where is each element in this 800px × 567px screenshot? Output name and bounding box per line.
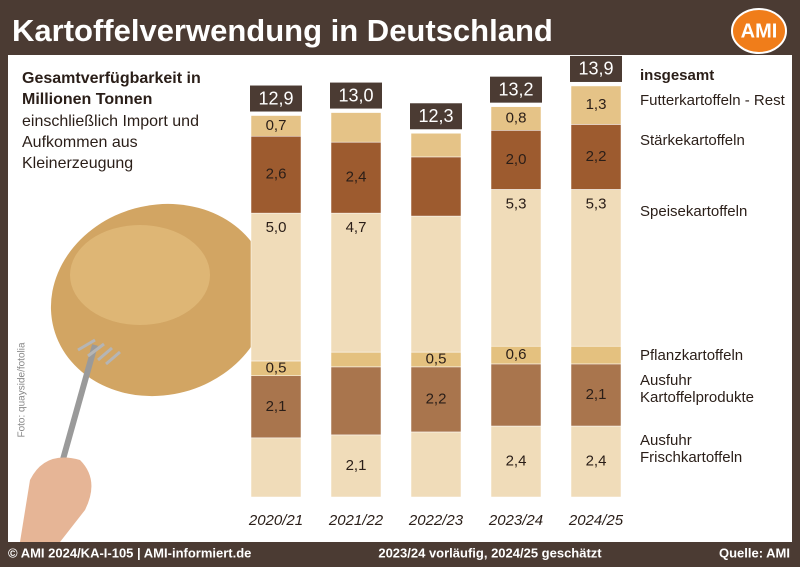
- x-tick-label: 2021/22: [328, 512, 384, 529]
- bar-segment: [250, 135, 302, 214]
- bar-segment: [250, 437, 302, 498]
- footer-right: Quelle: AMI: [719, 545, 790, 560]
- bar-segment: [330, 434, 382, 498]
- value-label: 2,6: [266, 166, 287, 183]
- value-label: 2,2: [426, 390, 447, 407]
- total-box: [250, 85, 302, 112]
- bar-segment: [410, 366, 462, 433]
- total-label: insgesamt: [640, 67, 714, 84]
- value-label: 0,6: [506, 346, 527, 363]
- value-label: 2,4: [346, 169, 367, 186]
- value-label: 0,7: [266, 117, 287, 134]
- bar-segment: [570, 363, 622, 427]
- x-tick-label: 2020/21: [248, 512, 303, 529]
- x-tick-label: 2024/25: [568, 512, 624, 529]
- legend-label: Ausfuhr Frischkartoffeln: [640, 432, 743, 466]
- photo-credit: Foto: quayside/fotolia: [17, 342, 28, 437]
- bar-segment: [410, 215, 462, 353]
- total-value: 12,3: [418, 106, 453, 126]
- footer-center: 2023/24 vorläufig, 2024/25 geschätzt: [378, 545, 602, 560]
- bar-segment: [330, 351, 382, 368]
- legend-label: Stärkekartoffeln: [640, 132, 745, 149]
- x-tick-label: 2023/24: [488, 512, 543, 529]
- bar-segment: [570, 189, 622, 347]
- bar-segment: [490, 425, 542, 498]
- bar-segment: [490, 363, 542, 427]
- subtitle-bold: Gesamtverfügbarkeit in Millionen Tonnen: [22, 70, 201, 108]
- value-label: 0,5: [266, 359, 287, 376]
- total-box: [410, 103, 462, 130]
- bar-segment: [250, 375, 302, 439]
- bar-segment: [250, 212, 302, 362]
- total-value: 13,0: [338, 85, 373, 105]
- value-label: 2,0: [506, 151, 527, 168]
- value-label: 1,3: [586, 96, 607, 113]
- value-label: 5,3: [506, 195, 527, 212]
- legend-label: Pflanzkartoffeln: [640, 347, 744, 364]
- value-label: 5,3: [586, 195, 607, 212]
- legend-label: Futterkartoffeln - Rest: [640, 92, 785, 109]
- footer-left: © AMI 2024/KA-I-105 | AMI-informiert.de: [8, 545, 251, 560]
- bar-segment: [410, 431, 462, 498]
- value-label: 5,0: [266, 219, 287, 236]
- total-value: 12,9: [258, 88, 293, 108]
- bar-segment: [570, 85, 622, 125]
- bar-segment: [410, 156, 462, 217]
- legend-label: Speisekartoffeln: [640, 203, 748, 220]
- value-label: 2,1: [346, 457, 367, 474]
- bar-segment: [330, 212, 382, 353]
- logo-circle: [731, 8, 787, 54]
- x-tick-label: 2022/23: [408, 512, 464, 529]
- legend-label: Ausfuhr Kartoffelprodukte: [640, 372, 754, 406]
- bar-segment: [250, 115, 302, 137]
- value-label: 2,4: [586, 452, 607, 469]
- value-label: 0,8: [506, 109, 527, 126]
- value-label: 2,1: [586, 386, 607, 403]
- bar-segment: [410, 133, 462, 158]
- potato-photo: [20, 203, 270, 542]
- value-label: 2,4: [506, 452, 527, 469]
- subtitle: einschließlich Import und Aufkommen aus …: [22, 113, 199, 172]
- bar-segment: [490, 189, 542, 347]
- value-label: 0,5: [426, 350, 447, 367]
- bar-segment: [330, 112, 382, 143]
- bar-segment: [330, 366, 382, 436]
- value-label: 2,2: [586, 148, 607, 165]
- total-box: [330, 82, 382, 109]
- bar-segment: [570, 425, 622, 498]
- total-box: [570, 55, 622, 82]
- total-value: 13,9: [578, 59, 613, 79]
- logo: AMI: [741, 20, 778, 42]
- bar-segment: [490, 106, 542, 131]
- bar-segment: [570, 345, 622, 365]
- value-label: 4,7: [346, 219, 367, 236]
- chart-title: Kartoffelverwendung in Deutschland: [12, 13, 553, 48]
- bar-segment: [490, 130, 542, 190]
- total-value: 13,2: [498, 79, 533, 99]
- bar-segment: [330, 141, 382, 214]
- bar-segment: [570, 124, 622, 190]
- total-box: [490, 76, 542, 103]
- value-label: 2,1: [266, 398, 287, 415]
